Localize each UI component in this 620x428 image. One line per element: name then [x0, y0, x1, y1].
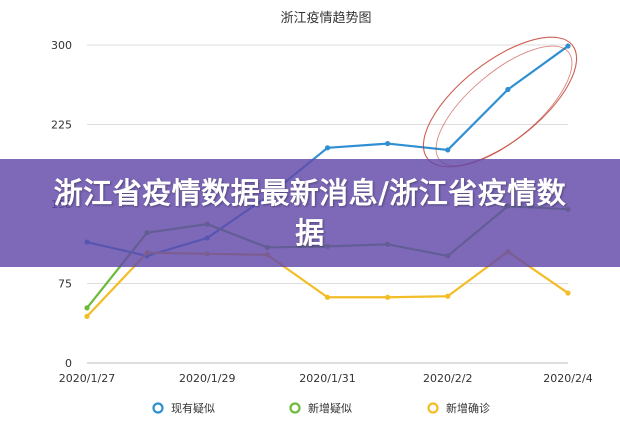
legend-marker	[427, 402, 439, 414]
data-point	[565, 43, 571, 49]
x-axis: 2020/1/27 2020/1/29 2020/1/31 2020/2/2 2020/…	[59, 372, 593, 385]
data-point	[84, 313, 90, 319]
data-point	[385, 294, 391, 300]
x-tick-label: 2020/1/27	[59, 372, 115, 385]
data-point	[84, 305, 90, 311]
legend-label: 新增确诊	[446, 401, 490, 415]
data-point	[385, 140, 391, 147]
y-tick-label: 300	[51, 39, 72, 52]
x-tick-label: 2020/1/29	[179, 372, 235, 385]
legend-marker	[289, 402, 301, 414]
x-tick-label: 2020/1/31	[299, 372, 355, 385]
data-point	[324, 294, 331, 300]
data-point	[445, 147, 451, 153]
legend-label: 现有疑似	[171, 401, 215, 415]
x-tick-label: 2020/2/4	[543, 372, 592, 385]
legend: 现有疑似 新增疑似 新增确诊	[152, 401, 490, 415]
data-point	[505, 86, 511, 93]
legend-marker	[152, 402, 164, 414]
data-point	[565, 290, 571, 296]
data-point	[324, 145, 331, 151]
x-tick-label: 2020/2/2	[423, 372, 472, 385]
y-tick-label: 225	[51, 119, 72, 132]
headline-text: 浙江省疫情数据最新消息/浙江省疫情数据	[53, 176, 567, 250]
legend-label: 新增疑似	[308, 401, 352, 415]
headline-banner: 浙江省疫情数据最新消息/浙江省疫情数据	[0, 159, 620, 267]
y-tick-label: 75	[58, 278, 72, 291]
data-point	[445, 293, 451, 299]
y-tick-label: 0	[65, 357, 72, 370]
chart-title: 浙江疫情趋势图	[280, 10, 371, 26]
